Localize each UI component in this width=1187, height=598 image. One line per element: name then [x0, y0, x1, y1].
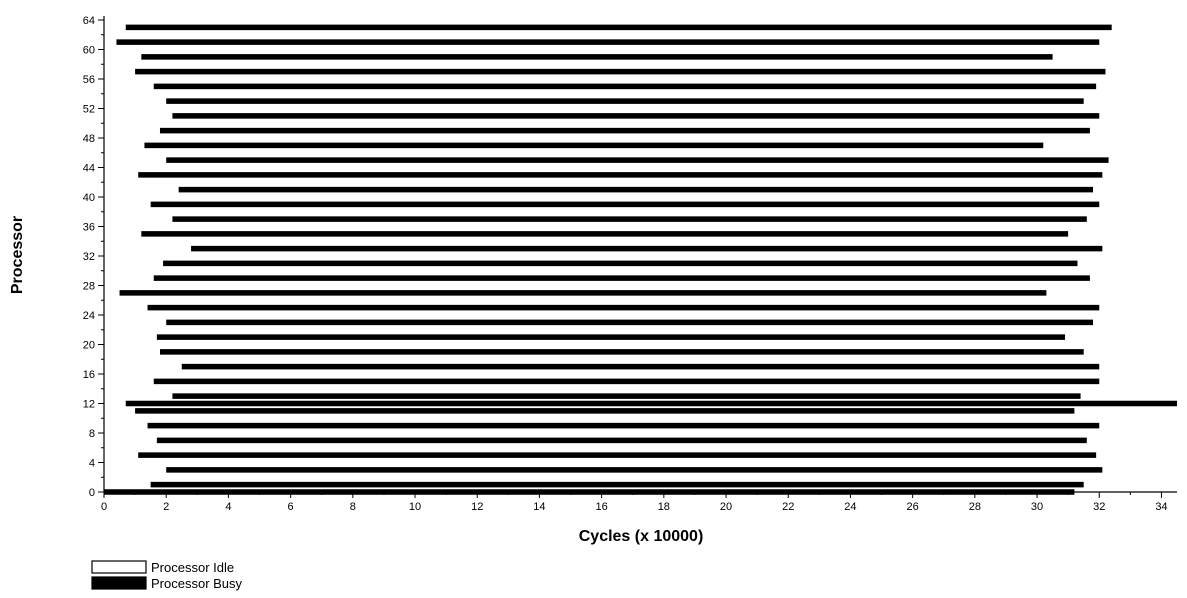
y-tick-label: 24 [83, 310, 95, 322]
busy-bar-processor-57 [135, 68, 1106, 75]
x-tick-label: 2 [163, 501, 169, 513]
y-tick-label: 0 [89, 487, 95, 499]
busy-bars-layer [104, 24, 1178, 495]
busy-bar-processor-23 [166, 319, 1094, 326]
legend-swatch-idle [91, 560, 147, 574]
busy-bar-processor-5 [138, 452, 1097, 458]
busy-bar-processor-11 [135, 408, 1075, 414]
busy-bar-processor-53 [166, 98, 1084, 104]
x-tick-label: 28 [969, 501, 981, 513]
busy-bar-processor-21 [156, 334, 1066, 340]
busy-bar-processor-43 [138, 172, 1103, 178]
x-tick-label: 22 [782, 501, 794, 513]
legend-label-busy: Processor Busy [151, 576, 243, 591]
x-tick-label: 32 [1093, 501, 1105, 513]
x-tick-label: 30 [1031, 501, 1043, 513]
x-tick-label: 14 [533, 501, 545, 513]
x-tick-label: 16 [595, 501, 607, 513]
busy-bar-processor-7 [156, 437, 1087, 444]
legend-label-idle: Processor Idle [151, 560, 234, 575]
busy-bar-processor-33 [191, 245, 1103, 252]
busy-bar-processor-29 [153, 275, 1090, 281]
x-tick-label: 0 [101, 501, 107, 513]
busy-bar-processor-12 [125, 400, 1178, 407]
busy-bar-processor-41 [178, 186, 1094, 193]
busy-bar-processor-45 [166, 157, 1109, 163]
y-tick-label: 64 [83, 15, 95, 27]
y-tick-label: 16 [83, 369, 95, 381]
axes [103, 16, 1177, 493]
busy-bar-processor-25 [147, 304, 1100, 311]
x-tick-label: 10 [409, 501, 421, 513]
legend-swatch-busy [91, 576, 147, 590]
y-tick-label: 56 [83, 74, 95, 86]
x-tick-label: 26 [907, 501, 919, 513]
y-tick-label: 48 [83, 133, 95, 145]
busy-bar-processor-31 [163, 260, 1078, 267]
busy-bar-processor-19 [159, 349, 1084, 355]
busy-bar-processor-3 [166, 467, 1103, 473]
x-axis-title: Cycles (x 10000) [579, 528, 704, 545]
busy-bar-processor-51 [172, 113, 1100, 119]
busy-bar-processor-35 [141, 231, 1069, 237]
busy-bar-processor-27 [119, 290, 1047, 296]
y-tick-label: 32 [83, 251, 95, 263]
busy-bar-processor-39 [150, 201, 1100, 208]
x-tick-label: 6 [288, 501, 294, 513]
x-tick-label: 34 [1155, 501, 1167, 513]
x-tick-label: 24 [844, 501, 856, 513]
busy-bar-processor-47 [144, 142, 1044, 149]
y-tick-label: 44 [83, 163, 95, 175]
y-tick-label: 60 [83, 45, 95, 57]
busy-bar-processor-15 [153, 378, 1100, 385]
y-tick-label: 36 [83, 222, 95, 234]
busy-bar-processor-55 [153, 83, 1097, 90]
y-tick-label: 52 [83, 104, 95, 116]
busy-bar-processor-9 [147, 422, 1100, 429]
busy-bar-processor-49 [159, 127, 1090, 134]
x-ticks: 0 2 4 6 8 10 12 14 16 18 20 22 24 26 28 30 32 34 [101, 492, 1168, 513]
busy-bar-processor-37 [172, 216, 1087, 222]
x-tick-label: 12 [471, 501, 483, 513]
busy-bar-processor-13 [172, 393, 1081, 399]
x-tick-label: 8 [350, 501, 356, 513]
y-axis-title: Processor [9, 216, 26, 294]
legend: Processor Idle Processor Busy [91, 560, 243, 591]
y-tick-label: 12 [83, 399, 95, 411]
busy-bar-processor-59 [141, 54, 1053, 60]
y-tick-label: 20 [83, 340, 95, 352]
x-tick-label: 4 [225, 501, 231, 513]
x-tick-label: 18 [658, 501, 670, 513]
y-tick-label: 28 [83, 281, 95, 293]
busy-bar-processor-17 [181, 363, 1100, 370]
y-tick-label: 8 [89, 428, 95, 440]
y-tick-label: 4 [89, 458, 95, 470]
x-tick-label: 20 [720, 501, 732, 513]
y-tick-label: 40 [83, 192, 95, 204]
busy-bar-processor-63 [125, 24, 1112, 31]
busy-bar-processor-1 [150, 481, 1084, 488]
busy-bar-processor-61 [116, 39, 1100, 45]
